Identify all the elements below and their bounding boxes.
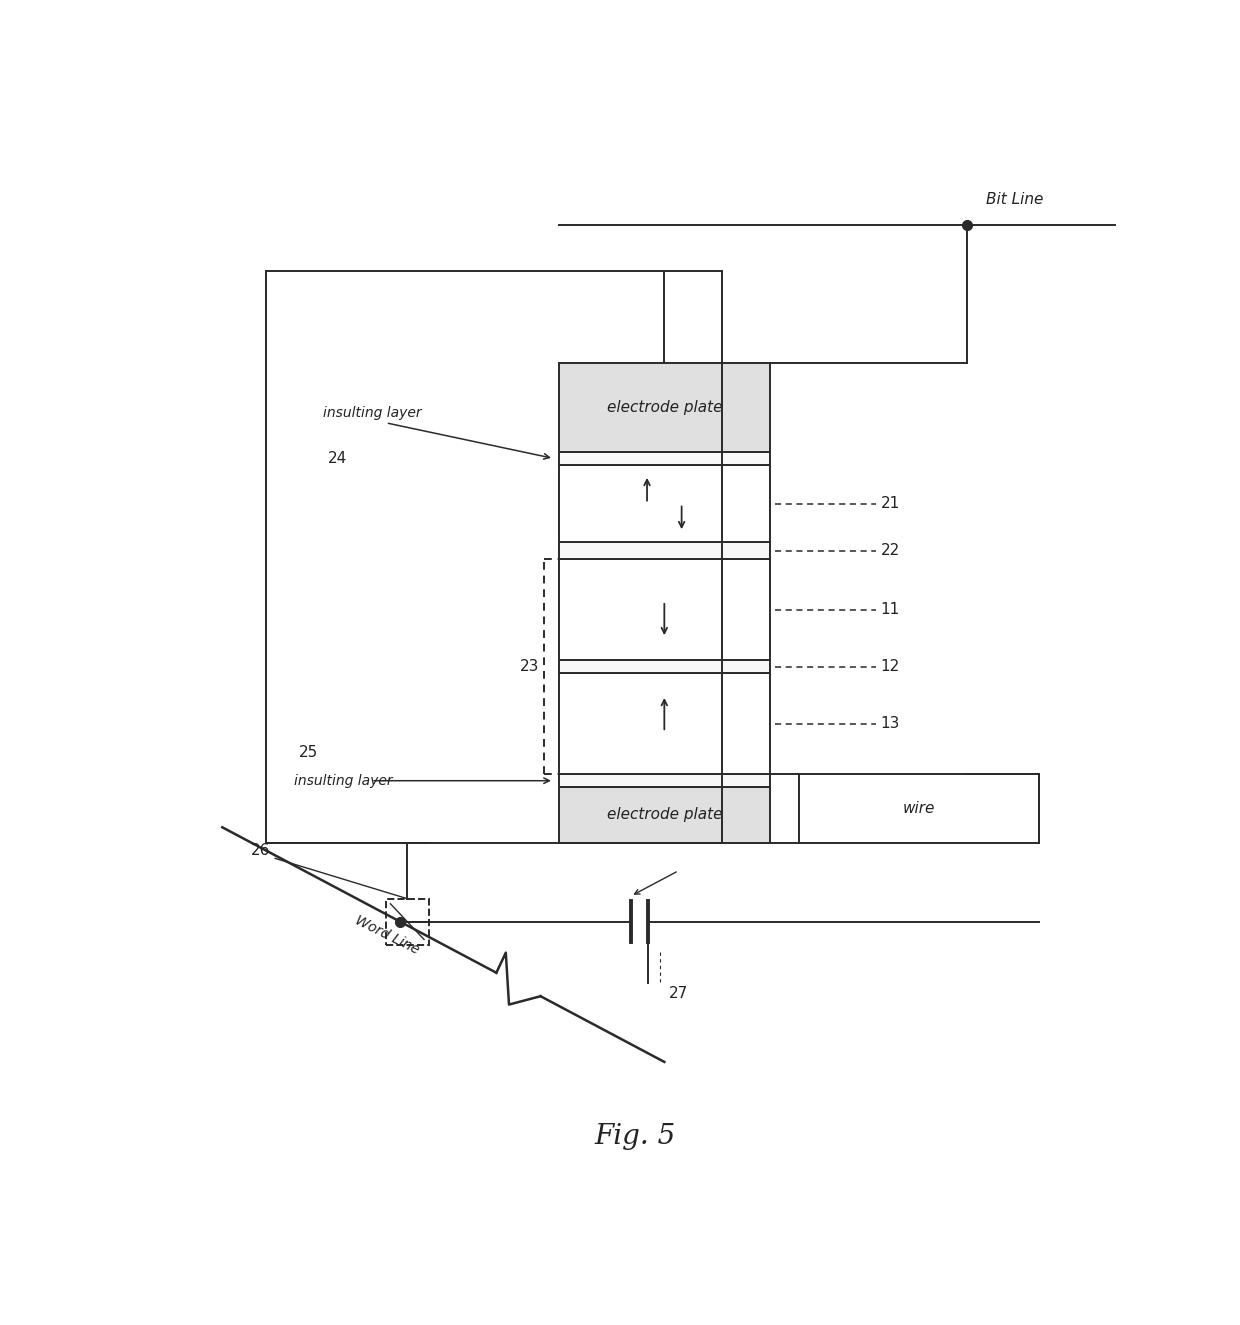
- Text: 23: 23: [520, 659, 539, 674]
- Bar: [558, 787, 770, 843]
- Text: electrode plate: electrode plate: [606, 807, 722, 823]
- Bar: [558, 559, 770, 660]
- Text: 12: 12: [880, 659, 900, 674]
- Bar: [558, 673, 770, 774]
- Text: 26: 26: [250, 843, 270, 857]
- Text: Word Line: Word Line: [352, 913, 422, 957]
- Text: 13: 13: [880, 716, 900, 731]
- Text: Fig. 5: Fig. 5: [595, 1122, 676, 1150]
- Text: 24: 24: [327, 451, 347, 466]
- Text: insulting layer: insulting layer: [294, 774, 393, 787]
- Text: 25: 25: [299, 745, 319, 759]
- Text: 11: 11: [880, 602, 900, 617]
- Bar: [386, 898, 429, 945]
- Text: insulting layer: insulting layer: [324, 405, 422, 420]
- Bar: [558, 452, 770, 465]
- Bar: [558, 465, 770, 542]
- Bar: [265, 272, 722, 843]
- Bar: [558, 660, 770, 673]
- Bar: [799, 774, 1039, 843]
- Text: Bit Line: Bit Line: [986, 192, 1044, 207]
- Text: wire: wire: [903, 800, 935, 816]
- Text: 21: 21: [880, 496, 900, 511]
- Bar: [558, 363, 770, 452]
- Bar: [558, 542, 770, 559]
- Text: 22: 22: [880, 543, 900, 558]
- Text: 27: 27: [670, 986, 688, 1000]
- Bar: [558, 774, 770, 787]
- Text: electrode plate: electrode plate: [606, 400, 722, 415]
